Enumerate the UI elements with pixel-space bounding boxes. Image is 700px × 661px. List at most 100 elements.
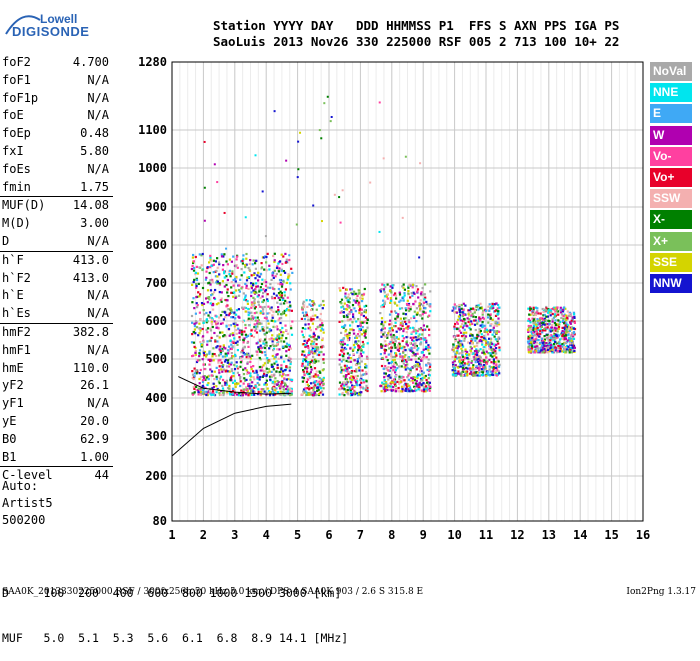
echo-point bbox=[280, 285, 284, 288]
echo-point bbox=[453, 336, 456, 339]
echo-point bbox=[201, 343, 204, 346]
autoscale-info: Auto: Artist5 500200 bbox=[2, 478, 53, 529]
echo-point bbox=[380, 345, 383, 348]
echo-point bbox=[407, 304, 410, 307]
echo-point bbox=[232, 255, 235, 258]
echo-point bbox=[199, 341, 202, 344]
echo-point bbox=[227, 359, 230, 362]
echo-point bbox=[244, 266, 247, 269]
echo-point bbox=[222, 378, 225, 382]
y-tick-label: 800 bbox=[145, 238, 167, 252]
echo-point bbox=[266, 319, 269, 322]
echo-point bbox=[536, 319, 540, 322]
echo-point bbox=[475, 348, 478, 351]
echo-point bbox=[455, 357, 458, 360]
echo-point bbox=[271, 340, 274, 343]
echo-point bbox=[255, 331, 258, 334]
echo-point bbox=[249, 360, 252, 363]
echo-point bbox=[462, 345, 465, 348]
echo-point bbox=[253, 300, 256, 303]
echo-point bbox=[535, 330, 538, 333]
echo-point bbox=[239, 278, 242, 281]
echo-point bbox=[421, 317, 424, 320]
echo-point bbox=[264, 279, 267, 282]
echo-point bbox=[201, 380, 205, 383]
echo-point bbox=[259, 312, 262, 315]
echo-point bbox=[305, 313, 308, 316]
echo-point bbox=[212, 304, 215, 307]
echo-point bbox=[220, 368, 223, 371]
echo-point bbox=[471, 366, 475, 369]
echo-point bbox=[451, 361, 454, 364]
echo-point bbox=[231, 340, 234, 343]
echo-point bbox=[304, 327, 307, 330]
echo-point bbox=[242, 388, 245, 391]
echo-point bbox=[356, 361, 359, 364]
echo-point bbox=[460, 352, 463, 355]
echo-point bbox=[346, 308, 349, 311]
echo-point bbox=[257, 322, 260, 325]
param-name: yE bbox=[2, 413, 17, 428]
echo-point bbox=[340, 306, 343, 309]
echo-point bbox=[422, 324, 425, 327]
echo-point bbox=[463, 362, 466, 365]
echo-point bbox=[286, 296, 289, 299]
echo-point bbox=[349, 360, 352, 363]
echo-point bbox=[228, 324, 231, 327]
echo-point bbox=[202, 350, 205, 353]
echo-point bbox=[419, 328, 422, 331]
echo-point bbox=[313, 303, 316, 306]
echo-point bbox=[395, 354, 398, 357]
echo-point bbox=[470, 371, 473, 374]
echo-point bbox=[384, 365, 387, 368]
echo-point bbox=[346, 339, 349, 342]
echo-point bbox=[301, 376, 304, 379]
echo-point bbox=[487, 321, 490, 324]
echo-point bbox=[346, 385, 349, 388]
echo-point bbox=[409, 348, 412, 351]
echo-point bbox=[415, 344, 418, 348]
echo-point bbox=[230, 375, 234, 378]
echo-point bbox=[193, 345, 196, 348]
echo-point bbox=[460, 303, 463, 307]
echo-point bbox=[536, 318, 539, 321]
echo-point bbox=[304, 390, 307, 393]
echo-point bbox=[489, 317, 492, 320]
echo-point bbox=[351, 378, 354, 381]
echo-point bbox=[218, 291, 221, 294]
echo-point bbox=[414, 344, 417, 347]
echo-point bbox=[262, 292, 265, 295]
echo-point bbox=[338, 393, 341, 396]
echo-point bbox=[458, 317, 461, 320]
echo-point bbox=[384, 335, 387, 338]
echo-point bbox=[478, 363, 481, 366]
echo-point bbox=[339, 311, 342, 314]
echo-point bbox=[474, 350, 477, 353]
echo-point bbox=[265, 341, 268, 344]
echo-point bbox=[490, 337, 493, 340]
echo-point bbox=[272, 254, 275, 258]
echo-point bbox=[414, 300, 417, 303]
echo-point bbox=[388, 385, 391, 388]
echo-point bbox=[313, 360, 316, 363]
echo-point bbox=[263, 362, 266, 365]
echo-point bbox=[459, 365, 462, 368]
echo-point bbox=[344, 292, 347, 295]
echo-point bbox=[457, 338, 460, 341]
echo-point bbox=[404, 313, 407, 316]
echo-point bbox=[239, 380, 242, 383]
echo-point bbox=[342, 286, 345, 289]
echo-point bbox=[248, 262, 251, 265]
echo-point bbox=[230, 363, 233, 366]
echo-point bbox=[390, 327, 394, 330]
echo-point bbox=[386, 388, 389, 391]
echo-point bbox=[305, 345, 308, 348]
echo-point bbox=[214, 260, 217, 263]
echo-point bbox=[360, 381, 363, 384]
echo-point bbox=[357, 344, 360, 347]
echo-point bbox=[262, 374, 265, 377]
echo-point bbox=[404, 387, 407, 390]
echo-point bbox=[354, 340, 357, 343]
echo-point bbox=[257, 390, 260, 393]
echo-point bbox=[568, 337, 571, 340]
